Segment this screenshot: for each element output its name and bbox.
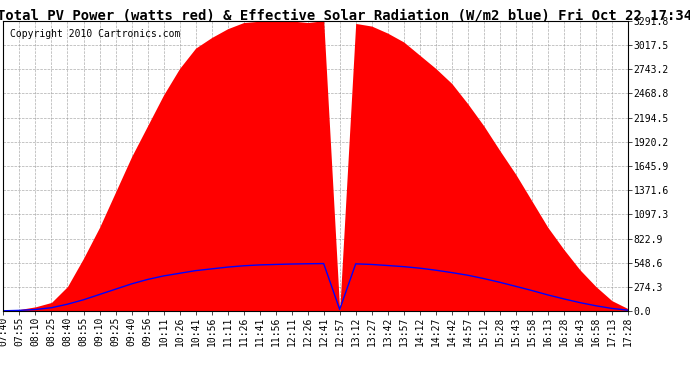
Text: Total PV Power (watts red) & Effective Solar Radiation (W/m2 blue) Fri Oct 22 17: Total PV Power (watts red) & Effective S… bbox=[0, 9, 690, 23]
Text: Copyright 2010 Cartronics.com: Copyright 2010 Cartronics.com bbox=[10, 29, 180, 39]
